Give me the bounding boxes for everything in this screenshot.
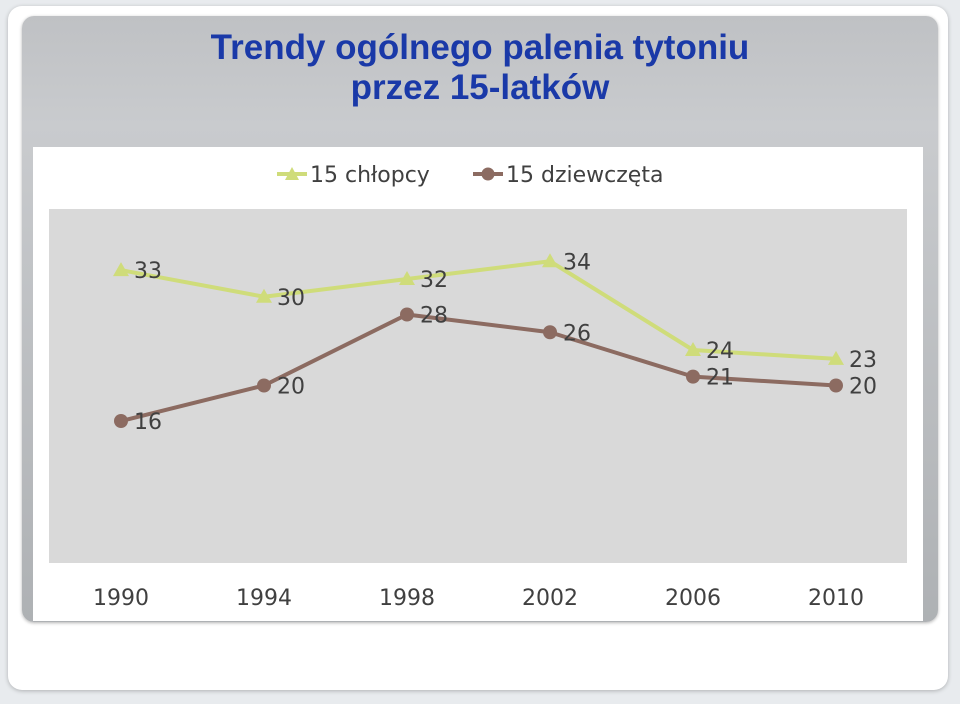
data-point-boys — [828, 350, 844, 365]
line-chart: 1990 1994 1998 2002 2006 2010 15 chłopcy 15 dzi… — [49, 163, 907, 611]
data-point-boys — [256, 288, 272, 303]
legend-marker-triangle — [285, 167, 299, 180]
data-point-girls — [114, 414, 128, 428]
x-tick-label: 1994 — [236, 586, 292, 611]
series-line-boys — [120, 259, 837, 361]
data-label-girls: 28 — [420, 304, 448, 329]
title-line-2: przez 15-latków — [350, 68, 610, 107]
data-label-girls: 21 — [706, 366, 734, 391]
data-label-boys: 33 — [134, 259, 162, 284]
x-tick-label: 2010 — [808, 586, 864, 611]
data-label-girls: 20 — [277, 375, 305, 400]
slide-title: Trendy ogólnego palenia tytoniu przez 15… — [130, 28, 830, 108]
data-label-girls: 20 — [849, 375, 877, 400]
title-line-1: Trendy ogólnego palenia tytoniu — [210, 28, 750, 67]
data-point-girls — [543, 325, 557, 340]
data-point-girls — [829, 378, 843, 393]
data-label-boys: 34 — [563, 250, 591, 275]
legend-label-girls: 15 dziewczęta — [506, 163, 663, 188]
data-label-boys: 23 — [849, 348, 877, 373]
data-point-girls — [686, 369, 700, 384]
data-label-boys: 24 — [706, 339, 734, 364]
legend-marker-circle — [481, 167, 495, 181]
data-point-girls — [257, 378, 271, 393]
data-point-boys — [542, 253, 558, 268]
data-label-girls: 26 — [563, 321, 591, 346]
x-tick-label: 2006 — [665, 586, 721, 611]
data-label-girls: 16 — [134, 410, 162, 435]
data-label-boys: 30 — [277, 286, 305, 311]
data-point-boys — [399, 271, 415, 285]
data-point-boys — [113, 262, 129, 277]
data-label-boys: 32 — [420, 268, 448, 293]
legend-label-boys: 15 chłopcy — [310, 163, 430, 188]
data-point-boys — [685, 342, 701, 356]
x-tick-label: 2002 — [522, 586, 578, 611]
plot-area — [49, 209, 907, 563]
data-point-girls — [400, 307, 414, 322]
chart-frame: 1990 1994 1998 2002 2006 2010 15 chłopcy 15 dzi… — [33, 147, 923, 621]
x-tick-label: 1998 — [379, 586, 435, 611]
series-line-girls — [120, 312, 837, 423]
x-tick-label: 1990 — [93, 586, 149, 611]
